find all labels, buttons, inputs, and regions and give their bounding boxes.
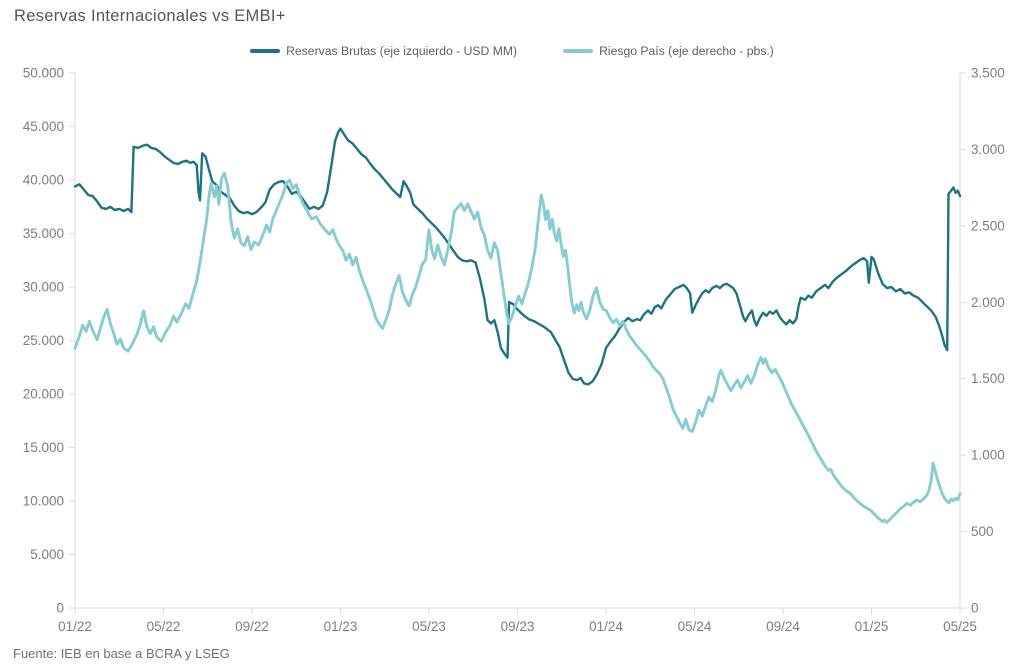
y-right-tick-label: 1.500 <box>971 371 1005 386</box>
series-line-riesgo-pais <box>73 171 962 524</box>
y-left-tick-label: 20.000 <box>23 387 64 402</box>
legend: Reservas Brutas (eje izquierdo - USD MM)… <box>0 43 1024 59</box>
y-right-tick-label: 3.000 <box>971 142 1005 157</box>
y-left-tick-label: 15.000 <box>23 440 64 455</box>
y-left-tick-label: 30.000 <box>23 280 64 295</box>
x-tick-label: 05/23 <box>412 619 446 634</box>
y-left-tick-label: 45.000 <box>23 119 64 134</box>
y-left-tick-label: 0 <box>56 601 64 616</box>
x-tick-label: 09/22 <box>235 619 269 634</box>
y-right-tick-label: 3.500 <box>971 66 1005 81</box>
legend-item-reservas-brutas: Reservas Brutas (eje izquierdo - USD MM) <box>250 44 517 58</box>
x-tick-label: 05/22 <box>147 619 181 634</box>
y-right-tick-label: 1.000 <box>971 448 1005 463</box>
x-tick-label: 01/24 <box>589 619 623 634</box>
y-left-tick-label: 5.000 <box>30 547 64 562</box>
y-right-tick-label: 2.000 <box>971 295 1005 310</box>
legend-line-swatch-riesgo-icon <box>563 49 594 53</box>
y-right-tick-label: 500 <box>971 524 994 539</box>
y-left-tick-label: 35.000 <box>23 226 64 241</box>
y-left-tick-label: 50.000 <box>23 66 64 81</box>
x-tick-label: 09/23 <box>501 619 535 634</box>
x-tick-label: 01/25 <box>855 619 889 634</box>
x-tick-label: 01/23 <box>324 619 358 634</box>
x-tick-label: 09/24 <box>766 619 800 634</box>
x-tick-label: 05/24 <box>678 619 712 634</box>
legend-label-riesgo: Riesgo País (eje derecho - pbs.) <box>599 44 774 58</box>
series-line-reservas-brutas <box>73 127 962 386</box>
legend-item-riesgo-pais: Riesgo País (eje derecho - pbs.) <box>563 44 774 58</box>
y-left-tick-label: 10.000 <box>23 494 64 509</box>
x-tick-label: 05/25 <box>943 619 977 634</box>
legend-label-reservas: Reservas Brutas (eje izquierdo - USD MM) <box>286 44 518 58</box>
legend-line-swatch-reservas-icon <box>250 49 281 53</box>
y-left-tick-label: 25.000 <box>23 333 64 348</box>
x-tick-label: 01/22 <box>58 619 92 634</box>
chart-title: Reservas Internacionales vs EMBI+ <box>14 7 286 25</box>
y-left-tick-label: 40.000 <box>23 173 64 188</box>
y-right-tick-label: 0 <box>971 601 979 616</box>
y-right-tick-label: 2.500 <box>971 218 1005 233</box>
source-note: Fuente: IEB en base a BCRA y LSEG <box>13 646 230 661</box>
